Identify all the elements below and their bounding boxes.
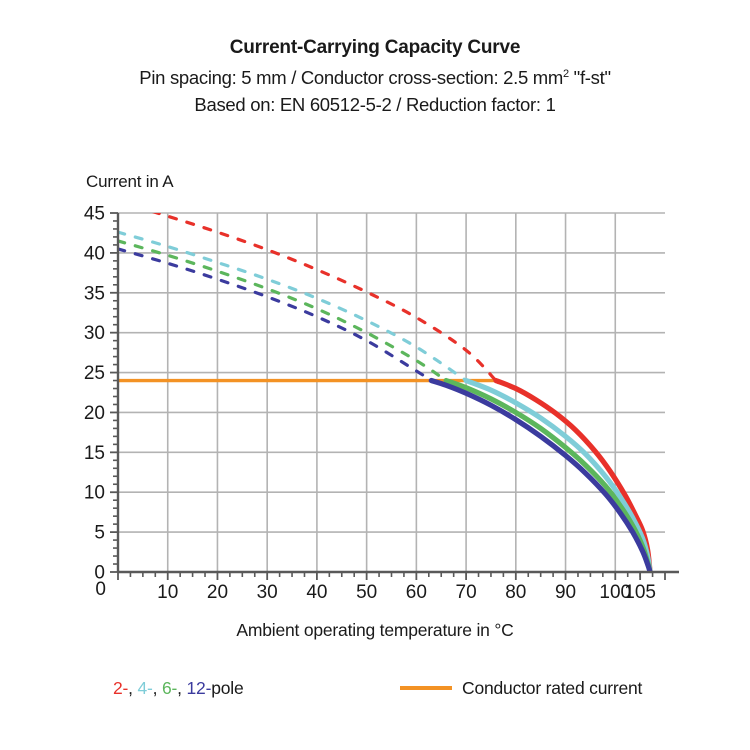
x-tick-label: 50 [356,582,377,603]
x-tick-label: 40 [306,582,327,603]
curve-6-pole-dashed [118,239,448,383]
y-tick-label: 5 [94,523,105,544]
curve-2-pole-solid [493,377,653,572]
chart-subtitle-line2: Based on: EN 60512-5-2 / Reduction facto… [194,94,556,116]
curve-4-pole-dashed [118,230,468,383]
x-tick-label: 0 [95,579,106,600]
x-tick-label: 70 [456,582,477,603]
legend-rated-swatch-icon [400,685,452,690]
legend-item-12-pole: 12- [186,678,212,698]
chart-title-block: Current-Carrying Capacity Curve Pin spac… [0,34,750,118]
curve-12-pole-solid [428,377,653,572]
chart-subtitle-line1: Pin spacing: 5 mm / Conductor cross-sect… [0,61,750,91]
legend-sep-2: , [152,678,162,698]
legend-item-4-pole: 4- [137,678,153,698]
legend-item-6-pole: 6- [162,678,178,698]
legend-pole-suffix: pole [211,678,244,698]
subtitle-post: "f-st" [568,67,611,89]
y-axis-title: Current in A [86,172,174,191]
y-tick-label: 40 [84,243,105,264]
y-tick-label: 20 [84,403,105,424]
chart-title: Current-Carrying Capacity Curve [229,37,521,58]
x-tick-label: 90 [555,582,576,603]
axis-lines [116,213,679,574]
y-tick-label: 45 [84,204,105,225]
x-tick-label: 60 [406,582,427,603]
y-tick-label: 30 [84,323,105,344]
legend-rated-current: Conductor rated current [400,678,642,699]
legend-sep-1: , [128,678,138,698]
legend-rated-label: Conductor rated current [462,678,643,698]
legend-sep-3: , [177,678,187,698]
x-tick-label: 100 [599,582,631,603]
gridline-layer [118,212,665,572]
y-tick-label: 35 [84,283,105,304]
curve-4-pole-solid [463,377,653,572]
x-tick-label: 80 [505,582,526,603]
y-tick-label: 0 [94,563,105,584]
data-series-layer [118,213,653,572]
curve-2-pole-dashed [151,213,498,383]
x-tick-label: 30 [257,582,278,603]
chart-legend: 2-, 4-, 6-, 12-pole Conductor rated curr… [0,678,750,704]
y-tick-label: 15 [84,443,105,464]
x-axis-title: Ambient operating temperature in °C [236,620,514,640]
curve-12-pole-dashed [118,247,433,383]
y-tick-label: 10 [84,483,105,504]
tick-label-layer: 0 5 10 15 20 25 30 35 40 45 0 10 20 30 40 50 60 70 80 90 100… [84,204,656,604]
subtitle-pre: Pin spacing: 5 mm / Conductor cross-sect… [139,67,564,89]
y-tick-label: 25 [84,363,105,384]
legend-poles: 2-, 4-, 6-, 12-pole [113,678,244,699]
x-tick-label: 10 [157,582,178,603]
subtitle-superscript: 2 [563,68,569,80]
legend-item-2-pole: 2- [113,678,129,698]
x-tick-label: 20 [207,582,228,603]
minor-tick-layer [110,212,666,580]
x-tick-label: 105 [624,582,656,603]
